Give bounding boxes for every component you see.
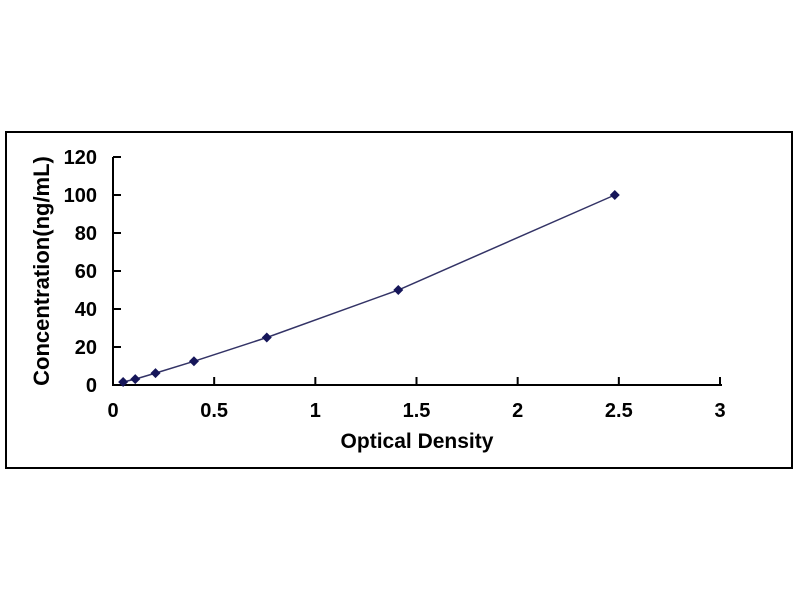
x-tick-label: 0.5 [200,400,228,422]
data-point-marker [609,190,620,200]
y-tick-label: 60 [75,261,97,283]
y-tick-label: 0 [86,375,97,397]
x-tick-label: 0 [107,400,118,422]
y-tick-label: 80 [75,223,97,245]
standard-curve-chart: 0 20 40 60 80 100 120 0 0.5 1 1.5 2 2.5 3 Optical Den… [29,147,726,453]
y-tick-label: 40 [75,299,97,321]
data-point-marker [261,332,272,343]
chart-frame: 0 20 40 60 80 100 120 0 0.5 1 1.5 2 2.5 3 Optical Den… [5,131,793,469]
x-tick-label: 1.5 [403,400,431,422]
data-point-marker [188,356,199,367]
x-tick-label: 1 [310,400,321,422]
y-tick-label: 20 [75,337,97,359]
y-tick-label: 120 [64,147,97,169]
series-line [122,194,616,383]
y-tick-label: 100 [64,185,97,207]
x-tick-label: 3 [714,400,725,422]
data-point-marker [393,285,404,295]
x-axis-title: Optical Density [341,430,494,453]
y-axis-title: Concentration(ng/mL) [29,156,54,386]
data-point-marker [130,374,141,385]
x-tick-label: 2.5 [605,400,633,422]
plot-area: 0 20 40 60 80 100 120 0 0.5 1 1.5 2 2.5 3 [64,147,726,422]
x-tick-label: 2 [512,400,523,422]
data-point-marker [150,368,161,379]
data-point-marker [118,377,129,388]
